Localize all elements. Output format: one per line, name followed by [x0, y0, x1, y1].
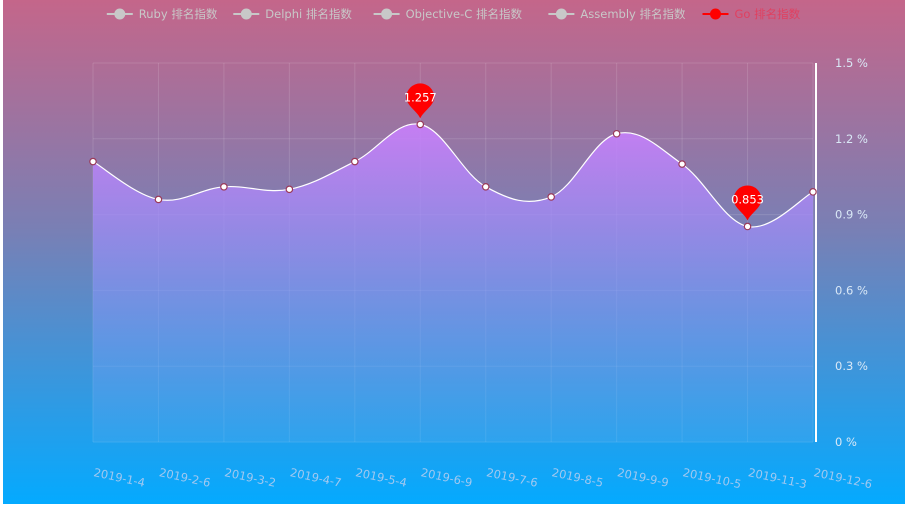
y-tick-label: 0.9 %: [835, 208, 868, 222]
data-point[interactable]: [89, 157, 97, 166]
chart-panel: 0 % 0.3 % 0.6 % 0.9 % 1.2 % 1.5 % 2019-1-4 2019…: [3, 0, 905, 504]
area-fill: [93, 123, 813, 442]
legend-label: Assembly 排名指数: [580, 7, 686, 21]
data-point[interactable]: [809, 188, 817, 196]
legend-item[interactable]: Objective-C 排名指数: [373, 7, 523, 21]
data-point[interactable]: [612, 129, 621, 138]
legend-label: Ruby 排名指数: [139, 7, 218, 21]
legend-label: Objective-C 排名指数: [406, 7, 523, 21]
data-point[interactable]: [743, 222, 752, 231]
legend-label: Delphi 排名指数: [265, 7, 352, 21]
data-point[interactable]: [220, 183, 228, 191]
legend-dot-icon: [381, 8, 393, 20]
legend[interactable]: Ruby 排名指数 Delphi 排名指数 Objective-C 排名指数 Asse…: [106, 7, 801, 21]
data-point[interactable]: [351, 157, 359, 166]
y-tick-label: 0.3 %: [835, 359, 868, 373]
legend-item[interactable]: Ruby 排名指数: [106, 7, 218, 21]
series-points: [89, 120, 817, 231]
legend-dot-icon: [240, 8, 252, 20]
legend-label: Go 排名指数: [735, 7, 801, 21]
data-point[interactable]: [678, 160, 686, 168]
y-tick-label: 0.6 %: [835, 283, 868, 297]
markers: 1.257 0.853: [404, 83, 764, 221]
marker-pin-min[interactable]: [733, 185, 762, 221]
legend-item[interactable]: Go 排名指数: [702, 7, 801, 21]
y-tick-label: 1.5 %: [835, 56, 868, 70]
legend-dot-icon: [710, 8, 721, 20]
marker-pin-max[interactable]: [406, 83, 435, 119]
marker-label-min: 0.853: [731, 192, 764, 206]
data-point[interactable]: [154, 195, 163, 204]
legend-dot-icon: [114, 8, 126, 20]
marker-label-max: 1.257: [404, 90, 437, 104]
data-point[interactable]: [416, 120, 425, 129]
data-point[interactable]: [547, 193, 555, 201]
data-point[interactable]: [285, 185, 294, 194]
data-point[interactable]: [481, 183, 490, 191]
legend-item[interactable]: Delphi 排名指数: [233, 7, 352, 21]
y-tick-label: 0 %: [835, 435, 857, 449]
legend-item[interactable]: Assembly 排名指数: [548, 7, 686, 21]
y-tick-label: 1.2 %: [835, 132, 868, 146]
legend-dot-icon: [555, 8, 567, 20]
area-chart: 0 %0.3 %0.6 %0.9 %1.2 %1.5 %2019-1-4 2019…: [3, 0, 905, 504]
